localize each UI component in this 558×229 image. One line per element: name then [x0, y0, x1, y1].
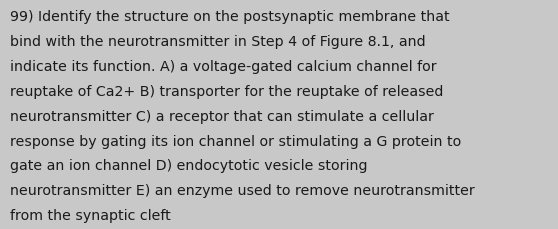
- Text: gate an ion channel D) endocytotic vesicle storing: gate an ion channel D) endocytotic vesic…: [10, 159, 368, 173]
- Text: from the synaptic cleft: from the synaptic cleft: [10, 208, 171, 222]
- Text: neurotransmitter C) a receptor that can stimulate a cellular: neurotransmitter C) a receptor that can …: [10, 109, 434, 123]
- Text: indicate its function. A) a voltage-gated calcium channel for: indicate its function. A) a voltage-gate…: [10, 60, 437, 74]
- Text: 99) Identify the structure on the postsynaptic membrane that: 99) Identify the structure on the postsy…: [10, 10, 450, 24]
- Text: neurotransmitter E) an enzyme used to remove neurotransmitter: neurotransmitter E) an enzyme used to re…: [10, 183, 475, 197]
- Text: response by gating its ion channel or stimulating a G protein to: response by gating its ion channel or st…: [10, 134, 461, 148]
- Text: reuptake of Ca2+ B) transporter for the reuptake of released: reuptake of Ca2+ B) transporter for the …: [10, 85, 444, 98]
- Text: bind with the neurotransmitter in Step 4 of Figure 8.1, and: bind with the neurotransmitter in Step 4…: [10, 35, 426, 49]
